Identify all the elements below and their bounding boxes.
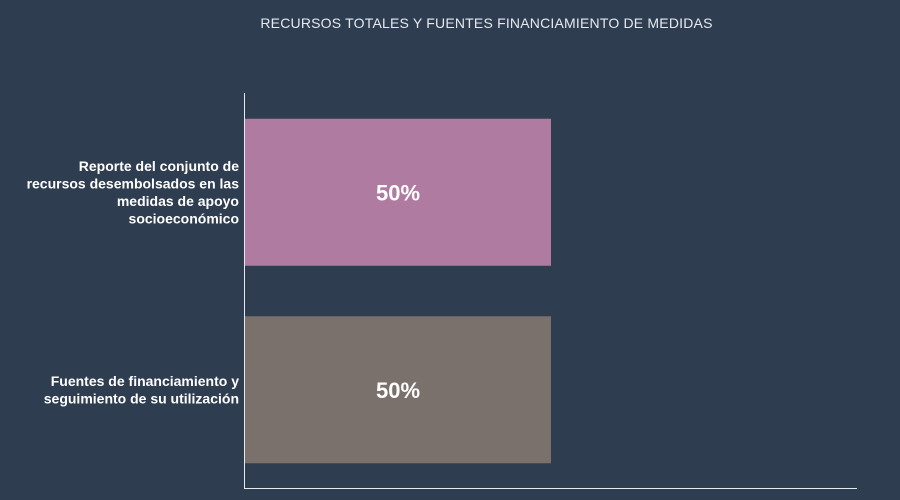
data-label-1: 50%: [376, 180, 420, 205]
category-label-1: Reporte del conjunto de recursos desembol…: [27, 158, 240, 227]
category-label-2: Fuentes de financiamiento y seguimiento d…: [44, 373, 239, 407]
bar-2[interactable]: [245, 316, 551, 464]
chart-title: RECURSOS TOTALES Y FUENTES FINANCIAMIENT…: [260, 15, 713, 31]
data-label-2: 50%: [376, 378, 420, 403]
bar-1[interactable]: [245, 118, 551, 266]
